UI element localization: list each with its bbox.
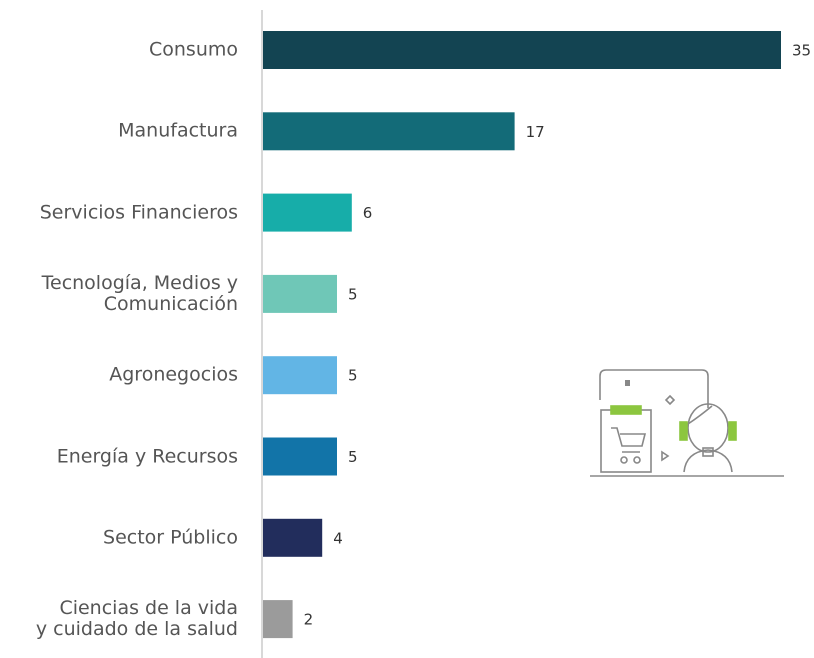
value-label: 4 — [333, 529, 343, 547]
category-label: Tecnología, Medios y Comunicación — [42, 273, 238, 315]
bar — [263, 519, 322, 557]
category-label: Sector Público — [103, 527, 238, 548]
chart: 35 17 6 5 5 5 4 2 Consumo Manufactura Servicios F… — [0, 0, 814, 658]
category-label: Agronegocios — [109, 365, 238, 386]
bar — [263, 356, 337, 394]
value-label: 5 — [348, 367, 358, 385]
value-label: 5 — [348, 285, 358, 303]
value-label: 2 — [304, 611, 314, 629]
bar — [263, 275, 337, 313]
value-label: 5 — [348, 448, 358, 466]
bar — [263, 194, 352, 232]
value-label: 17 — [526, 123, 545, 141]
category-label: Ciencias de la vida y cuidado de la salu… — [36, 598, 238, 640]
bar — [263, 31, 781, 69]
category-label: Energía y Recursos — [57, 446, 238, 467]
category-label: Consumo — [149, 40, 238, 61]
illustration — [590, 370, 784, 476]
chart-canvas: 35 17 6 5 5 5 4 2 — [0, 0, 814, 658]
category-label: Servicios Financieros — [40, 202, 238, 223]
category-label: Manufactura — [118, 121, 238, 142]
bar — [263, 112, 515, 150]
value-label: 6 — [363, 204, 373, 222]
bar — [263, 600, 293, 638]
value-label: 35 — [792, 42, 811, 60]
bar — [263, 438, 337, 476]
